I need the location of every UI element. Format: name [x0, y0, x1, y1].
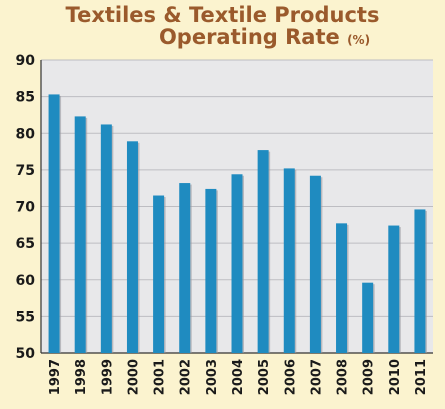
chart-title-line-1: Textiles & Textile Products	[65, 3, 380, 27]
chart-title-unit: (%)	[347, 33, 371, 47]
bar-2009	[362, 282, 374, 353]
x-tick-label: 2005	[257, 359, 272, 395]
bar-2003	[205, 188, 217, 353]
x-tick-label: 1999	[100, 359, 115, 395]
y-tick-label: 85	[16, 90, 35, 106]
bar-1999	[100, 124, 112, 354]
y-tick-label: 65	[16, 236, 35, 252]
bar-1998	[74, 116, 86, 353]
bar-2001	[153, 195, 165, 353]
bar-2008	[336, 223, 348, 353]
y-tick-label: 55	[16, 309, 35, 325]
x-tick-label: 2009	[362, 359, 377, 395]
bar-2006	[283, 168, 295, 353]
bar-2004	[231, 174, 243, 353]
chart-title-line-2: Operating Rate (%)	[42, 25, 445, 52]
x-tick-label: 2006	[283, 359, 298, 395]
y-tick-label: 60	[16, 273, 36, 289]
bar-2007	[309, 175, 321, 353]
bar-1997	[48, 94, 60, 354]
x-tick-label: 2001	[153, 359, 168, 395]
bar-2005	[257, 150, 269, 353]
x-tick-label: 2010	[388, 359, 403, 395]
x-tick-label: 2007	[309, 359, 324, 395]
y-tick-label: 75	[16, 163, 35, 179]
y-tick-label: 90	[16, 53, 36, 69]
x-tick-label: 2011	[414, 359, 429, 395]
x-tick-label: 1997	[48, 359, 63, 395]
x-tick-label: 1998	[74, 359, 89, 395]
bar-2002	[179, 183, 191, 353]
x-tick-label: 2002	[179, 359, 194, 395]
bar-2011	[414, 209, 426, 353]
x-tick-label: 2003	[205, 359, 220, 395]
y-tick-label: 50	[16, 346, 36, 362]
x-tick-label: 2008	[336, 359, 351, 395]
bar-2000	[126, 141, 138, 353]
bar-2010	[388, 225, 400, 353]
y-tick-label: 80	[16, 126, 36, 142]
chart-title-text: Operating Rate	[158, 25, 340, 49]
x-tick-label: 2000	[126, 359, 141, 395]
y-tick-label: 70	[16, 200, 36, 216]
x-tick-label: 2004	[231, 359, 246, 395]
